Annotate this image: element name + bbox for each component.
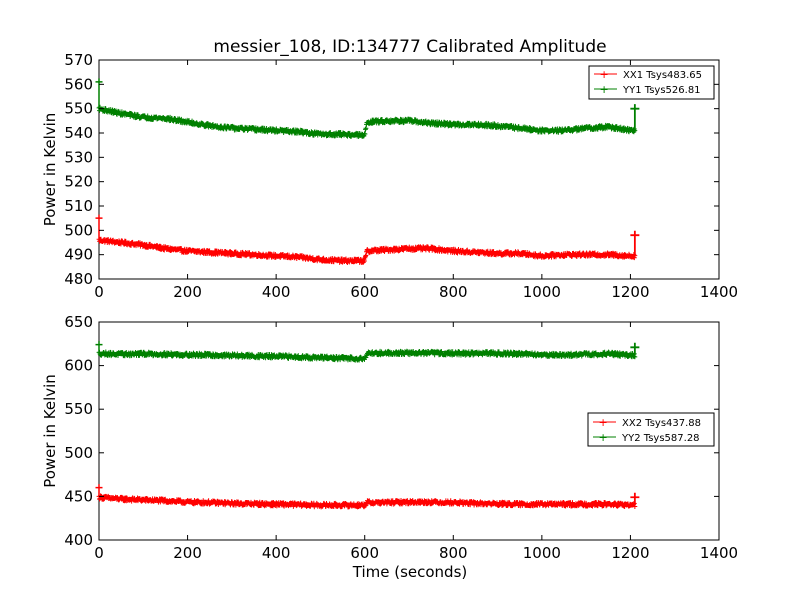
y-tick-label: 570: [64, 51, 93, 69]
y-tick-label: 650: [64, 313, 93, 331]
x-tick-label: 400: [262, 283, 291, 301]
y-tick-label: 450: [64, 487, 93, 505]
y-tick-label: 520: [64, 173, 93, 191]
top-legend-box: [588, 65, 715, 100]
x-tick-label: 1400: [700, 283, 738, 301]
x-tick-label: 0: [94, 283, 104, 301]
x-tick-label: 1000: [523, 544, 561, 562]
y-tick-label: 510: [64, 197, 93, 215]
x-tick-label: 1400: [700, 544, 738, 562]
y-tick-label: 550: [64, 100, 93, 118]
legend-marker-yy2: +: [599, 431, 608, 444]
top-panel: 0 200 400 600 800 1000 1200 1400 480 490 500 510 520…: [41, 51, 738, 301]
series-xx1: [95, 214, 640, 265]
legend-marker-xx2: +: [599, 416, 608, 429]
series-end-spike: [630, 230, 640, 256]
chart-title: messier_108, ID:134777 Calibrated Amplit…: [213, 37, 606, 57]
series-end-spike: [630, 342, 640, 356]
x-axis-label: Time (seconds): [352, 563, 468, 581]
top-y-axis-label: Power in Kelvin: [41, 113, 59, 227]
y-tick-label: 550: [64, 400, 93, 418]
x-tick-label: 800: [439, 283, 468, 301]
series-end-spike: [630, 104, 640, 131]
y-tick-label: 490: [64, 246, 93, 264]
series-start-spike: [95, 484, 103, 498]
legend-label-xx2: XX2 Tsys437.88: [622, 418, 701, 429]
x-tick-label: 400: [262, 544, 291, 562]
top-legend: + XX1 Tsys483.65 + YY1 Tsys526.81: [588, 65, 715, 100]
y-tick-label: 480: [64, 270, 93, 288]
bottom-series-layer: [95, 341, 640, 510]
x-tick-label: 600: [350, 283, 379, 301]
x-tick-label: 0: [94, 544, 104, 562]
y-tick-label: 560: [64, 75, 93, 93]
x-tick-label: 200: [173, 283, 202, 301]
x-tick-label: 600: [350, 544, 379, 562]
y-tick-label: 500: [64, 444, 93, 462]
series-end-spike: [630, 492, 640, 506]
legend-marker-yy1: +: [600, 83, 609, 96]
bottom-panel: 0 200 400 600 800 1000 1200 1400 400 450 500 550 600…: [41, 313, 738, 581]
y-tick-label: 600: [64, 357, 93, 375]
x-tick-label: 1000: [523, 283, 561, 301]
y-tick-label: 530: [64, 148, 93, 166]
series-start-spike: [95, 341, 103, 354]
legend-marker-xx1: +: [600, 68, 609, 81]
top-series-layer: [95, 78, 640, 265]
series-yy1: [95, 78, 640, 140]
legend-label-yy2: YY2 Tsys587.28: [621, 433, 700, 444]
series-yy2: [95, 341, 640, 363]
x-tick-label: 1200: [611, 283, 649, 301]
legend-label-xx1: XX1 Tsys483.65: [623, 70, 702, 81]
legend-label-yy1: YY1 Tsys526.81: [622, 85, 701, 96]
bottom-legend: + XX2 Tsys437.88 + YY2 Tsys587.28: [587, 412, 715, 447]
x-tick-label: 800: [439, 544, 468, 562]
y-tick-label: 400: [64, 531, 93, 549]
x-tick-label: 200: [173, 544, 202, 562]
x-tick-label: 1200: [611, 544, 649, 562]
bottom-legend-box: [587, 412, 715, 447]
bottom-y-axis-label: Power in Kelvin: [41, 374, 59, 488]
bottom-axis-layer: 0 200 400 600 800 1000 1200 1400 400 450 500 550 600…: [64, 313, 738, 562]
top-axis-layer: 0 200 400 600 800 1000 1200 1400 480 490 500 510 520…: [64, 51, 738, 301]
y-tick-label: 500: [64, 221, 93, 239]
series-start-spike: [95, 214, 103, 241]
y-tick-label: 540: [64, 124, 93, 142]
